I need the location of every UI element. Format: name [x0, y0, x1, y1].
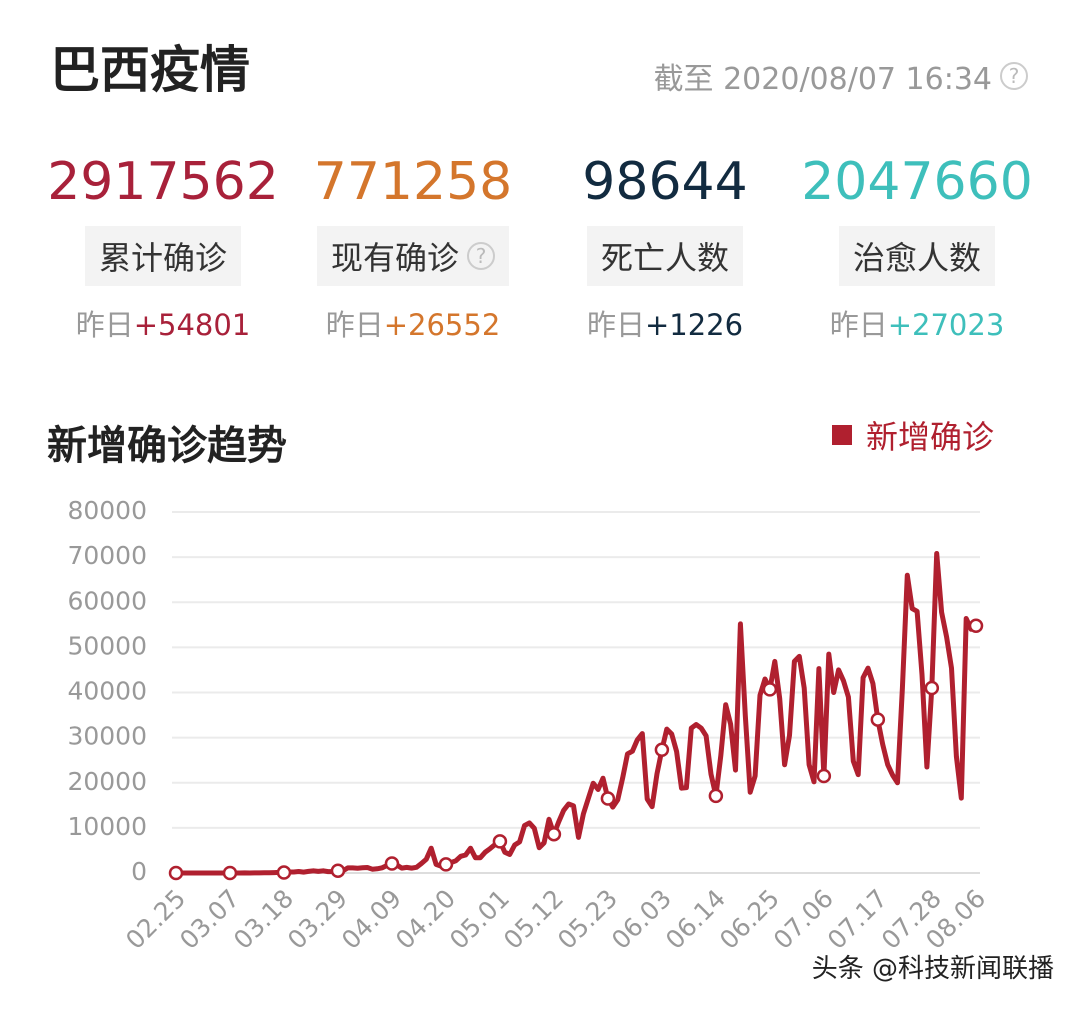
y-tick-label: 20000	[67, 767, 147, 796]
point	[870, 712, 886, 727]
y-tick-label: 80000	[67, 496, 147, 525]
x-tick-label: 06.25	[714, 884, 785, 955]
delta-prefix: 昨日	[325, 308, 384, 342]
help-icon[interactable]: ?	[1000, 62, 1028, 90]
point	[708, 788, 724, 804]
y-tick-label: 60000	[67, 586, 147, 615]
point	[968, 618, 984, 633]
delta-prefix: 昨日	[829, 308, 888, 342]
stat-label-text: 现有确诊	[330, 239, 459, 277]
stat-label: 死亡人数	[586, 226, 743, 286]
watermark: 头条 @科技新闻联播	[811, 954, 1054, 984]
title: 巴西疫情	[50, 41, 250, 99]
chart-title: 新增确诊趋势	[47, 423, 287, 469]
stat-label-text: 死亡人数	[600, 239, 729, 277]
x-tick-label: 05.01	[444, 884, 515, 955]
y-tick-label: 30000	[67, 722, 147, 751]
stat-value: 2047660	[801, 152, 1033, 212]
as-of: 截至 2020/08/07 16:34?	[654, 54, 1028, 98]
stat-delta: 昨日+27023	[792, 302, 1042, 344]
stat-delta: 昨日+54801	[38, 302, 288, 344]
point	[546, 826, 562, 842]
x-tick-label: 03.07	[174, 884, 245, 955]
delta-value: +54801	[133, 308, 251, 342]
y-tick-label: 50000	[67, 631, 147, 660]
legend-label: 新增确诊	[865, 418, 994, 456]
point	[438, 857, 454, 872]
point	[492, 834, 508, 849]
point	[330, 863, 346, 878]
point	[654, 742, 670, 758]
point	[168, 865, 184, 881]
stat: 2917562 累计确诊昨日+54801	[38, 150, 288, 344]
delta-prefix: 昨日	[75, 308, 134, 342]
stat-delta: 昨日+26552	[288, 302, 538, 344]
stat-value: 771258	[313, 152, 513, 212]
x-tick-label: 05.23	[552, 884, 623, 955]
stat: 98644 死亡人数昨日+1226	[540, 150, 790, 344]
x-tick-label: 05.12	[498, 884, 569, 955]
x-tick-label: 07.17	[822, 884, 893, 955]
x-tick-label: 06.03	[606, 884, 677, 955]
point	[762, 682, 778, 697]
stat-label: 累计确诊	[84, 226, 241, 286]
stat-label: 现有确诊?	[316, 226, 509, 286]
y-tick-label: 70000	[67, 541, 147, 570]
stat-value: 98644	[582, 152, 748, 212]
x-tick-label: 02.25	[120, 884, 191, 955]
legend-swatch	[831, 425, 852, 445]
x-tick-label: 04.09	[336, 884, 407, 955]
stat-value: 2917562	[47, 152, 279, 212]
series-line	[176, 551, 978, 876]
stat: 771258 现有确诊? 昨日+26552	[288, 150, 538, 344]
help-icon[interactable]: ?	[467, 242, 495, 270]
y-tick-label: 0	[131, 857, 147, 886]
stat-label-text: 治愈人数	[852, 239, 981, 277]
y-tick-label: 40000	[67, 677, 147, 706]
delta-prefix: 昨日	[586, 308, 645, 342]
point	[600, 791, 616, 806]
point	[384, 856, 400, 871]
point	[924, 680, 940, 696]
delta-value: +27023	[887, 308, 1005, 342]
point	[276, 865, 292, 880]
x-tick-label: 07.06	[768, 884, 839, 955]
delta-value: +1226	[644, 308, 744, 342]
point	[222, 865, 238, 881]
stat-delta: 昨日+1226	[540, 302, 790, 344]
x-tick-label: 06.14	[660, 884, 731, 955]
point	[816, 768, 832, 784]
x-tick-label: 03.29	[282, 884, 353, 955]
stat-label-text: 累计确诊	[98, 239, 227, 277]
as-of-text: 截至 2020/08/07 16:34	[653, 62, 992, 97]
legend: 新增确诊	[831, 412, 994, 458]
x-tick-label: 03.18	[228, 884, 299, 955]
delta-value: +26552	[383, 308, 501, 342]
stat-label: 治愈人数	[838, 226, 995, 286]
x-tick-label: 04.20	[390, 884, 461, 955]
y-tick-label: 10000	[67, 812, 147, 841]
stat: 2047660 治愈人数昨日+27023	[792, 150, 1042, 344]
